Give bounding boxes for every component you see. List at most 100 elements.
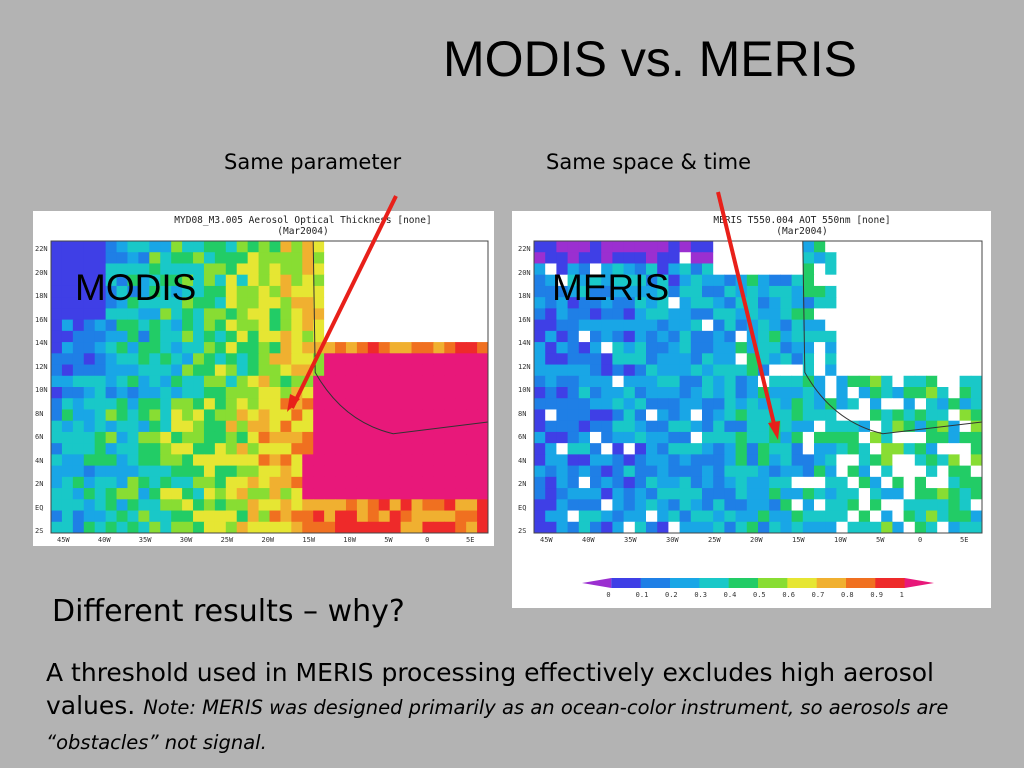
heatmap-cell xyxy=(735,387,748,399)
heatmap-cell xyxy=(713,319,725,332)
heatmap-cell xyxy=(302,465,314,478)
heatmap-cell xyxy=(870,274,882,287)
heatmap-cell xyxy=(313,263,325,276)
heatmap-cell xyxy=(791,375,804,388)
heatmap-cell xyxy=(444,319,456,332)
heatmap-cell xyxy=(780,465,793,478)
heatmap-cell xyxy=(378,241,391,253)
heatmap-cell xyxy=(567,297,580,309)
heatmap-cell xyxy=(127,297,139,309)
colorbar-swatch xyxy=(640,578,671,588)
heatmap-cell xyxy=(926,330,938,343)
heatmap-cell xyxy=(422,263,434,276)
heatmap-cell xyxy=(51,409,63,422)
heatmap-cell xyxy=(668,398,681,410)
heatmap-cell xyxy=(702,443,714,455)
heatmap-cell xyxy=(556,443,569,455)
heatmap-cell xyxy=(679,488,692,500)
heatmap-cell xyxy=(389,398,402,410)
heatmap-cell xyxy=(127,420,139,433)
heatmap-cell xyxy=(324,420,336,433)
heatmap-cell xyxy=(590,252,602,264)
heatmap-cell xyxy=(280,297,292,309)
heatmap-cell xyxy=(94,297,107,309)
heatmap-cell xyxy=(335,263,347,276)
heatmap-cell xyxy=(847,263,860,276)
heatmap-cell xyxy=(970,308,983,321)
heatmap-cell xyxy=(477,431,489,444)
heatmap-cell xyxy=(713,330,725,343)
heatmap-cell xyxy=(269,398,281,410)
heatmap-cell xyxy=(780,263,793,276)
heatmap-cell xyxy=(422,342,434,354)
heatmap-cell xyxy=(367,499,380,512)
heatmap-cell xyxy=(313,274,325,287)
heatmap-cell xyxy=(590,420,602,433)
heatmap-cell xyxy=(345,274,358,287)
heatmap-cell xyxy=(713,420,725,433)
heatmap-cell xyxy=(724,330,737,343)
lon-tick-label: 10W xyxy=(834,536,847,544)
heatmap-cell xyxy=(149,488,161,500)
heatmap-cell xyxy=(313,409,325,422)
heatmap-cell xyxy=(825,353,837,366)
heatmap-cell xyxy=(970,420,983,433)
heatmap-cell xyxy=(455,476,467,489)
heatmap-cell xyxy=(914,443,927,455)
heatmap-cell xyxy=(171,476,183,489)
heatmap-cell xyxy=(948,364,961,377)
heatmap-cell xyxy=(769,353,781,366)
heatmap-cell xyxy=(127,353,139,366)
heatmap-cell xyxy=(791,330,804,343)
heatmap-cell xyxy=(335,510,347,523)
heatmap-cell xyxy=(858,454,871,467)
heatmap-cell xyxy=(94,285,107,298)
heatmap-cell xyxy=(400,342,413,354)
heatmap-cell xyxy=(634,454,647,467)
heatmap-cell xyxy=(356,263,369,276)
heatmap-cell xyxy=(83,319,96,332)
heatmap-cell xyxy=(160,274,172,287)
heatmap-cell xyxy=(302,342,314,354)
heatmap-cell xyxy=(400,308,413,321)
heatmap-cell xyxy=(160,465,172,478)
heatmap-cell xyxy=(105,375,118,388)
heatmap-cell xyxy=(791,398,804,410)
heatmap-cell xyxy=(400,409,413,422)
heatmap-cell xyxy=(881,398,893,410)
heatmap-cell xyxy=(948,488,961,500)
heatmap-cell xyxy=(203,241,216,253)
heatmap-cell xyxy=(171,488,183,500)
heatmap-cell xyxy=(269,409,281,422)
lat-tick-label: 8N xyxy=(518,409,527,418)
heatmap-cell xyxy=(400,499,413,512)
heatmap-cell xyxy=(534,330,546,343)
heatmap-cell xyxy=(769,488,781,500)
heatmap-cell xyxy=(356,510,369,523)
heatmap-cell xyxy=(236,476,249,489)
heatmap-cell xyxy=(858,443,871,455)
heatmap-cell xyxy=(367,353,380,366)
heatmap-cell xyxy=(378,409,391,422)
heatmap-cell xyxy=(657,398,669,410)
heatmap-cell xyxy=(51,285,63,298)
heatmap-cell xyxy=(657,263,669,276)
heatmap-cell xyxy=(171,387,183,399)
heatmap-cell xyxy=(914,241,927,253)
heatmap-cell xyxy=(182,241,194,253)
heatmap-cell xyxy=(858,431,871,444)
heatmap-cell xyxy=(825,476,837,489)
heatmap-cell xyxy=(758,364,770,377)
heatmap-cell xyxy=(746,398,759,410)
heatmap-cell xyxy=(389,443,402,455)
heatmap-cell xyxy=(269,443,281,455)
heatmap-cell xyxy=(400,319,413,332)
heatmap-cell xyxy=(668,285,681,298)
heatmap-cell xyxy=(61,409,74,422)
heatmap-cell xyxy=(411,263,423,276)
heatmap-cell xyxy=(444,443,456,455)
heatmap-cell xyxy=(948,342,961,354)
heatmap-cell xyxy=(171,319,183,332)
heatmap-cell xyxy=(225,252,238,264)
heatmap-cell xyxy=(466,342,478,354)
